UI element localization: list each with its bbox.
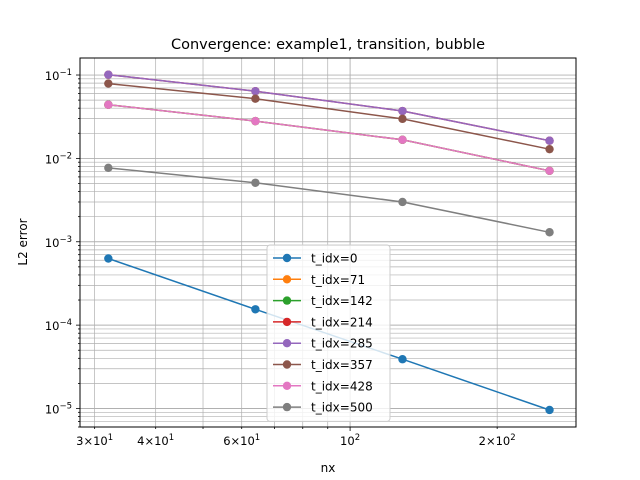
series-line [108, 103, 550, 172]
legend-marker [282, 296, 292, 305]
data-point [104, 70, 113, 79]
x-tick-label: 3×101 [76, 433, 113, 448]
legend-label: t_idx=285 [311, 337, 373, 351]
legend-label: t_idx=71 [311, 273, 365, 287]
series-line [108, 103, 550, 172]
y-tick-label: 10−4 [45, 318, 72, 333]
data-point [398, 197, 407, 207]
data-point [398, 106, 407, 116]
y-tick-label: 10−2 [45, 151, 72, 166]
data-point [545, 228, 554, 237]
data-point [104, 163, 113, 173]
series-line [108, 103, 550, 172]
legend-marker [282, 360, 292, 369]
x-tick-label: 4×101 [137, 433, 174, 448]
data-point [545, 136, 554, 145]
data-point [104, 100, 113, 109]
legend-label: t_idx=428 [311, 379, 373, 393]
data-point [104, 254, 113, 263]
x-tick-label: 102 [340, 433, 360, 448]
legend-marker [282, 339, 292, 348]
data-point [545, 166, 554, 175]
x-tick-label: 2×102 [479, 433, 516, 448]
legend-label: t_idx=214 [311, 315, 373, 329]
legend-label: t_idx=357 [311, 358, 373, 372]
legend: t_idx=0 t_idx=71 t_idx=142 t_idx=214 t_idx=2… [266, 244, 391, 422]
legend-label: t_idx=500 [311, 401, 373, 415]
data-point [251, 116, 260, 126]
legend-label: t_idx=142 [311, 294, 373, 308]
data-point [251, 86, 260, 96]
legend-marker [282, 253, 292, 263]
data-point [545, 405, 554, 415]
series-line [108, 73, 550, 142]
data-point [104, 79, 113, 88]
data-point [545, 144, 554, 154]
legend-marker [282, 275, 292, 284]
data-point [251, 94, 260, 103]
y-tick-label: 10−3 [45, 235, 72, 250]
series-line [108, 167, 550, 234]
legend-marker [282, 317, 292, 327]
legend-box [266, 244, 391, 422]
y-tick-label: 10−1 [45, 68, 72, 83]
y-tick-label: 10−5 [45, 402, 72, 417]
data-point [251, 305, 260, 314]
series-line [108, 82, 550, 150]
data-point [398, 355, 407, 364]
data-point [398, 135, 407, 145]
y-axis-label: L2 error [16, 218, 30, 265]
data-point [398, 114, 407, 124]
legend-label: t_idx=0 [311, 252, 357, 266]
chart-title: Convergence: example1, transition, bubbl… [171, 37, 485, 53]
legend-marker [282, 402, 292, 412]
x-axis-label: nx [321, 461, 336, 475]
x-tick-label: 6×101 [223, 433, 260, 448]
legend-marker [282, 381, 292, 390]
data-point [251, 178, 260, 187]
